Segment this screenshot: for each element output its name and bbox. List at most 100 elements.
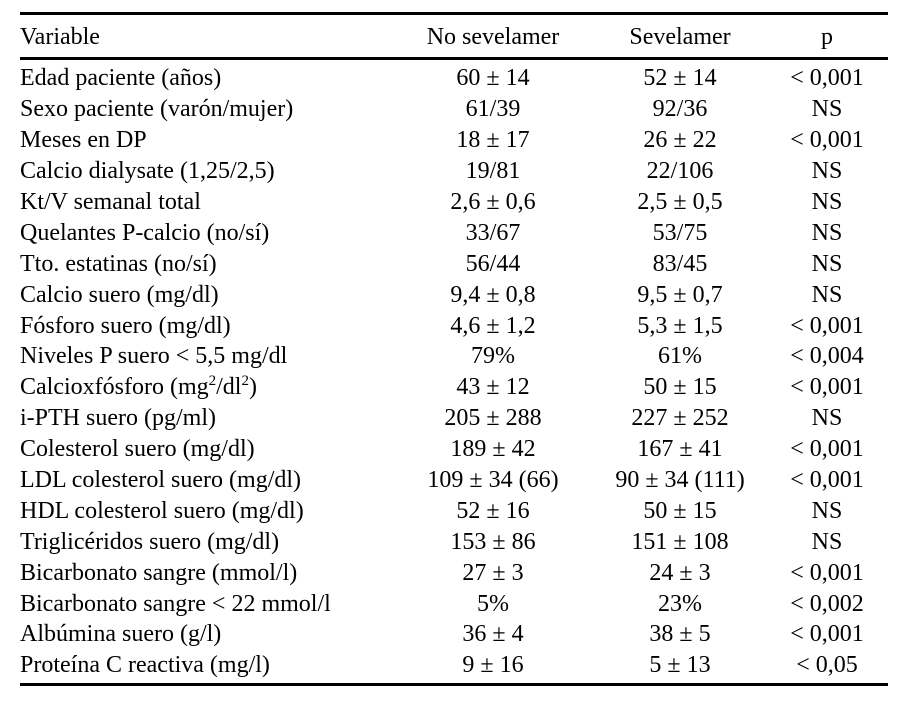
cell-variable: i-PTH suero (pg/ml)	[20, 405, 216, 432]
cell-no-sevelamer: 109 ± 34 (66)	[427, 467, 559, 494]
cell-variable: Calcio dialysate (1,25/2,5)	[20, 158, 275, 185]
superscript: 2	[208, 373, 217, 390]
cell-variable: Calcio suero (mg/dl)	[20, 281, 219, 308]
header-sevelamer: Sevelamer	[629, 23, 731, 50]
cell-variable: Niveles P suero < 5,5 mg/dl	[20, 343, 288, 370]
cell-variable: Tto. estatinas (no/sí)	[20, 250, 217, 277]
cell-no-sevelamer: 27 ± 3	[462, 559, 524, 586]
cell-p-value: < 0,001	[790, 127, 864, 154]
cell-no-sevelamer: 153 ± 86	[450, 528, 536, 555]
cell-no-sevelamer: 36 ± 4	[462, 621, 524, 648]
cell-p-value: NS	[811, 405, 843, 432]
cell-no-sevelamer: 205 ± 288	[444, 405, 542, 432]
cell-sevelamer: 38 ± 5	[649, 621, 711, 648]
cell-no-sevelamer: 79%	[471, 343, 515, 370]
cell-sevelamer: 83/45	[652, 250, 708, 277]
cell-p-value: NS	[811, 528, 843, 555]
cell-no-sevelamer: 56/44	[465, 250, 521, 277]
text-part: )	[248, 374, 257, 401]
cell-sevelamer: 50 ± 15	[643, 497, 717, 524]
cell-sevelamer: 23%	[658, 590, 702, 617]
table-row: Calcioxfósforo (mg2/dl2) 43 ± 12 50 ± 15 < …	[20, 372, 888, 403]
text-part: /dl	[216, 374, 242, 401]
cell-sevelamer: 61%	[658, 343, 702, 370]
cell-no-sevelamer: 43 ± 12	[456, 374, 530, 401]
cell-p-value: NS	[811, 281, 843, 308]
cell-variable: Meses en DP	[20, 127, 147, 154]
cell-p-value: < 0,001	[790, 559, 864, 586]
cell-p-value: < 0,001	[790, 65, 864, 92]
cell-no-sevelamer: 60 ± 14	[456, 65, 530, 92]
cell-no-sevelamer: 2,6 ± 0,6	[450, 189, 536, 215]
cell-sevelamer: 53/75	[652, 219, 708, 246]
cell-sevelamer: 24 ± 3	[649, 559, 711, 586]
cell-p-value: NS	[811, 219, 843, 246]
cell-no-sevelamer: 9 ± 16	[462, 652, 524, 679]
cell-p-value: NS	[811, 497, 843, 524]
cell-sevelamer: 22/106	[646, 158, 714, 185]
cell-p-value: < 0,002	[790, 590, 864, 617]
data-table: Variable No sevelamer Sevelamer p Edad p…	[20, 12, 888, 686]
table-row: Quelantes P-calcio (no/sí) 33/67 53/75 NS	[20, 217, 888, 248]
cell-sevelamer: 90 ± 34 (111)	[615, 467, 745, 494]
bottom-rule	[20, 682, 888, 686]
cell-variable: Albúmina suero (g/l)	[20, 621, 222, 648]
cell-p-value: < 0,05	[796, 652, 858, 679]
cell-sevelamer: 227 ± 252	[631, 405, 729, 432]
cell-p-value: NS	[811, 158, 843, 185]
cell-no-sevelamer: 19/81	[465, 158, 521, 185]
cell-no-sevelamer: 61/39	[465, 96, 521, 123]
cell-p-value: < 0,001	[790, 436, 864, 463]
table-row: Niveles P suero < 5,5 mg/dl 79% 61% < 0,004	[20, 341, 888, 372]
table-row: Calcio suero (mg/dl) 9,4 ± 0,8 9,5 ± 0,7 NS	[20, 279, 888, 310]
cell-variable: Edad paciente (años)	[20, 65, 222, 92]
header-p: p	[821, 23, 833, 50]
header-rule	[20, 57, 888, 60]
cell-no-sevelamer: 4,6 ± 1,2	[450, 312, 536, 339]
cell-variable: Triglicéridos suero (mg/dl)	[20, 528, 280, 555]
table-body: Edad paciente (años) 60 ± 14 52 ± 14 < 0,00…	[20, 60, 888, 683]
table-row: Albúmina suero (g/l) 36 ± 4 38 ± 5 < 0,001	[20, 619, 888, 650]
table-row: Calcio dialysate (1,25/2,5) 19/81 22/106 NS	[20, 156, 888, 187]
table-row: Colesterol suero (mg/dl) 189 ± 42 167 ± 41…	[20, 434, 888, 465]
cell-no-sevelamer: 5%	[477, 590, 509, 617]
header-no-sevelamer: No sevelamer	[426, 23, 560, 50]
table-row: Kt/V semanal total 2,6 ± 0,6 2,5 ± 0,5 NS	[20, 187, 888, 218]
cell-variable: Bicarbonato sangre (mmol/l)	[20, 559, 298, 586]
cell-variable: HDL colesterol suero (mg/dl)	[20, 497, 304, 524]
cell-sevelamer: 151 ± 108	[631, 528, 729, 555]
cell-no-sevelamer: 189 ± 42	[450, 436, 536, 463]
cell-sevelamer: 26 ± 22	[643, 127, 717, 154]
cell-p-value: < 0,004	[790, 343, 864, 370]
cell-sevelamer: 2,5 ± 0,5	[637, 189, 723, 215]
table-row: Fósforo suero (mg/dl) 4,6 ± 1,2 5,3 ± 1,5 <…	[20, 310, 888, 341]
cell-variable: Calcioxfósforo (mg2/dl2)	[20, 373, 392, 401]
table-row: Bicarbonato sangre < 22 mmol/l 5% 23% < 0,0…	[20, 588, 888, 619]
text-part: Calcioxfósforo (mg	[20, 374, 209, 401]
table-row: Proteína C reactiva (mg/l) 9 ± 16 5 ± 13 < …	[20, 650, 888, 681]
cell-variable: Colesterol suero (mg/dl)	[20, 436, 255, 463]
cell-sevelamer: 50 ± 15	[643, 374, 717, 401]
table-row: Meses en DP 18 ± 17 26 ± 22 < 0,001	[20, 125, 888, 156]
cell-no-sevelamer: 52 ± 16	[456, 497, 530, 524]
cell-sevelamer: 52 ± 14	[643, 65, 717, 92]
table-row: HDL colesterol suero (mg/dl) 52 ± 16 50 ± …	[20, 495, 888, 526]
cell-p-value: < 0,001	[790, 374, 864, 401]
cell-sevelamer: 5,3 ± 1,5	[637, 312, 723, 339]
cell-variable: Bicarbonato sangre < 22 mmol/l	[20, 590, 331, 617]
header-row: Variable No sevelamer Sevelamer p	[20, 15, 888, 57]
table-row: LDL colesterol suero (mg/dl) 109 ± 34 (66…	[20, 465, 888, 496]
cell-variable: Kt/V semanal total	[20, 189, 201, 215]
table-row: Edad paciente (años) 60 ± 14 52 ± 14 < 0,00…	[20, 63, 888, 94]
cell-variable: Quelantes P-calcio (no/sí)	[20, 219, 270, 246]
cell-sevelamer: 9,5 ± 0,7	[637, 281, 723, 308]
table-row: Bicarbonato sangre (mmol/l) 27 ± 3 24 ± 3 <…	[20, 557, 888, 588]
top-rule	[20, 12, 888, 15]
cell-sevelamer: 92/36	[652, 96, 708, 123]
cell-no-sevelamer: 33/67	[465, 219, 521, 246]
cell-variable: Fósforo suero (mg/dl)	[20, 312, 231, 339]
cell-p-value: < 0,001	[790, 467, 864, 494]
cell-sevelamer: 5 ± 13	[649, 652, 711, 679]
cell-variable: LDL colesterol suero (mg/dl)	[20, 467, 302, 494]
cell-p-value: NS	[811, 250, 843, 277]
